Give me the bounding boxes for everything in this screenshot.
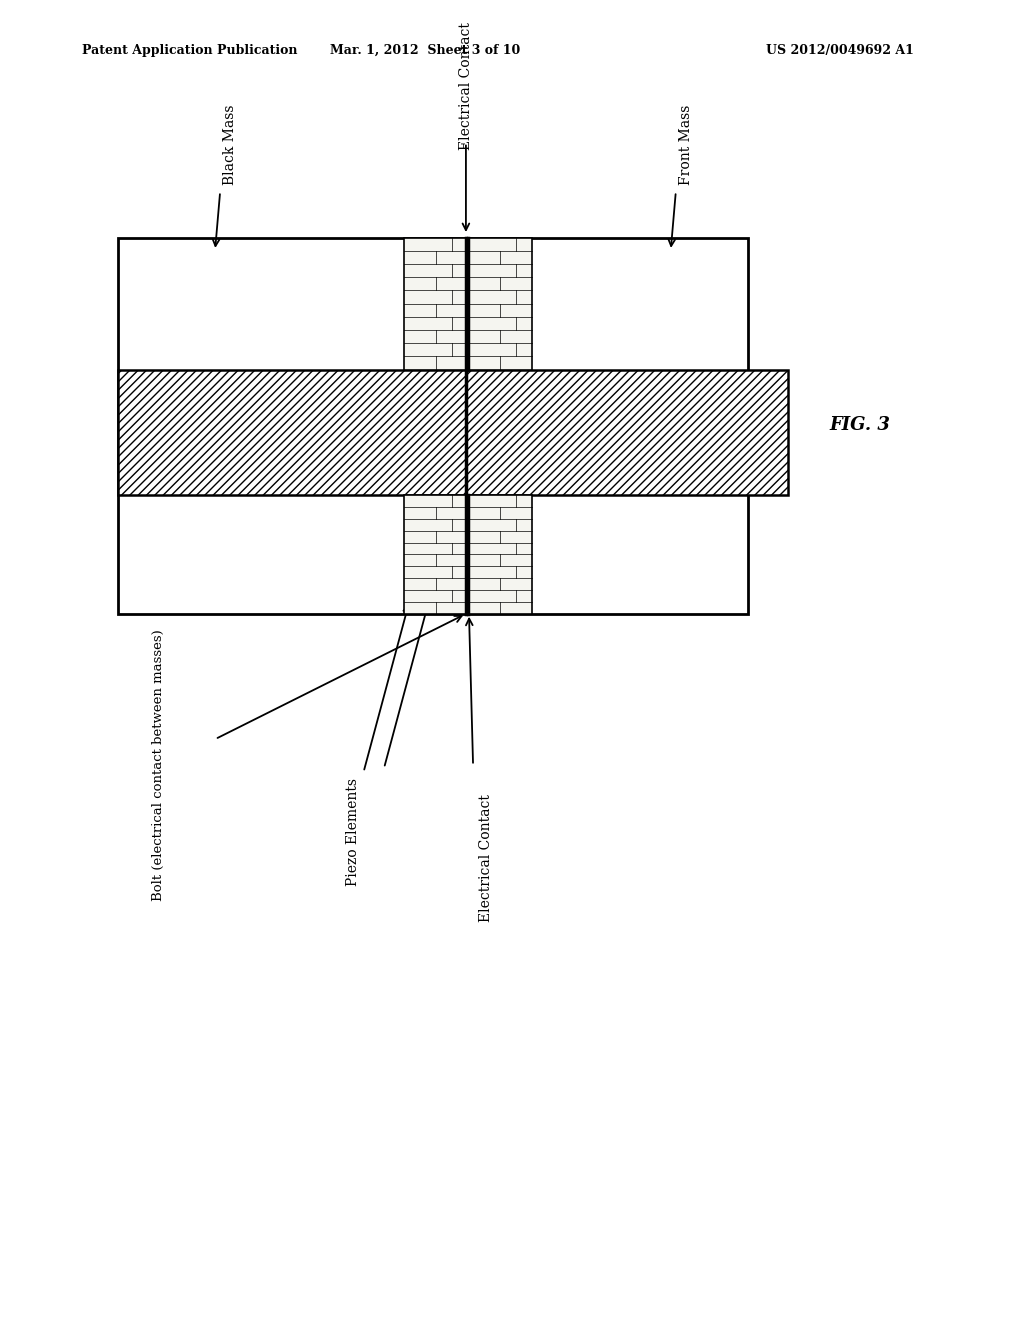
Text: US 2012/0049692 A1: US 2012/0049692 A1 (766, 44, 913, 57)
Text: Mar. 1, 2012  Sheet 3 of 10: Mar. 1, 2012 Sheet 3 of 10 (330, 44, 520, 57)
Bar (404, 238, 532, 370)
Text: Electrical Contact: Electrical Contact (459, 22, 473, 149)
Text: Front Mass: Front Mass (679, 106, 693, 185)
Bar (118, 238, 748, 614)
Text: Bolt (electrical contact between masses): Bolt (electrical contact between masses) (153, 630, 165, 902)
Bar (404, 495, 532, 614)
Text: FIG. 3: FIG. 3 (829, 416, 890, 434)
Bar (404, 238, 532, 370)
Text: Black Mass: Black Mass (223, 106, 238, 185)
Bar (404, 495, 532, 614)
Text: Patent Application Publication: Patent Application Publication (82, 44, 297, 57)
Text: Electrical Contact: Electrical Contact (479, 795, 494, 921)
Bar (118, 370, 788, 495)
Text: Piezo Elements: Piezo Elements (346, 777, 360, 886)
